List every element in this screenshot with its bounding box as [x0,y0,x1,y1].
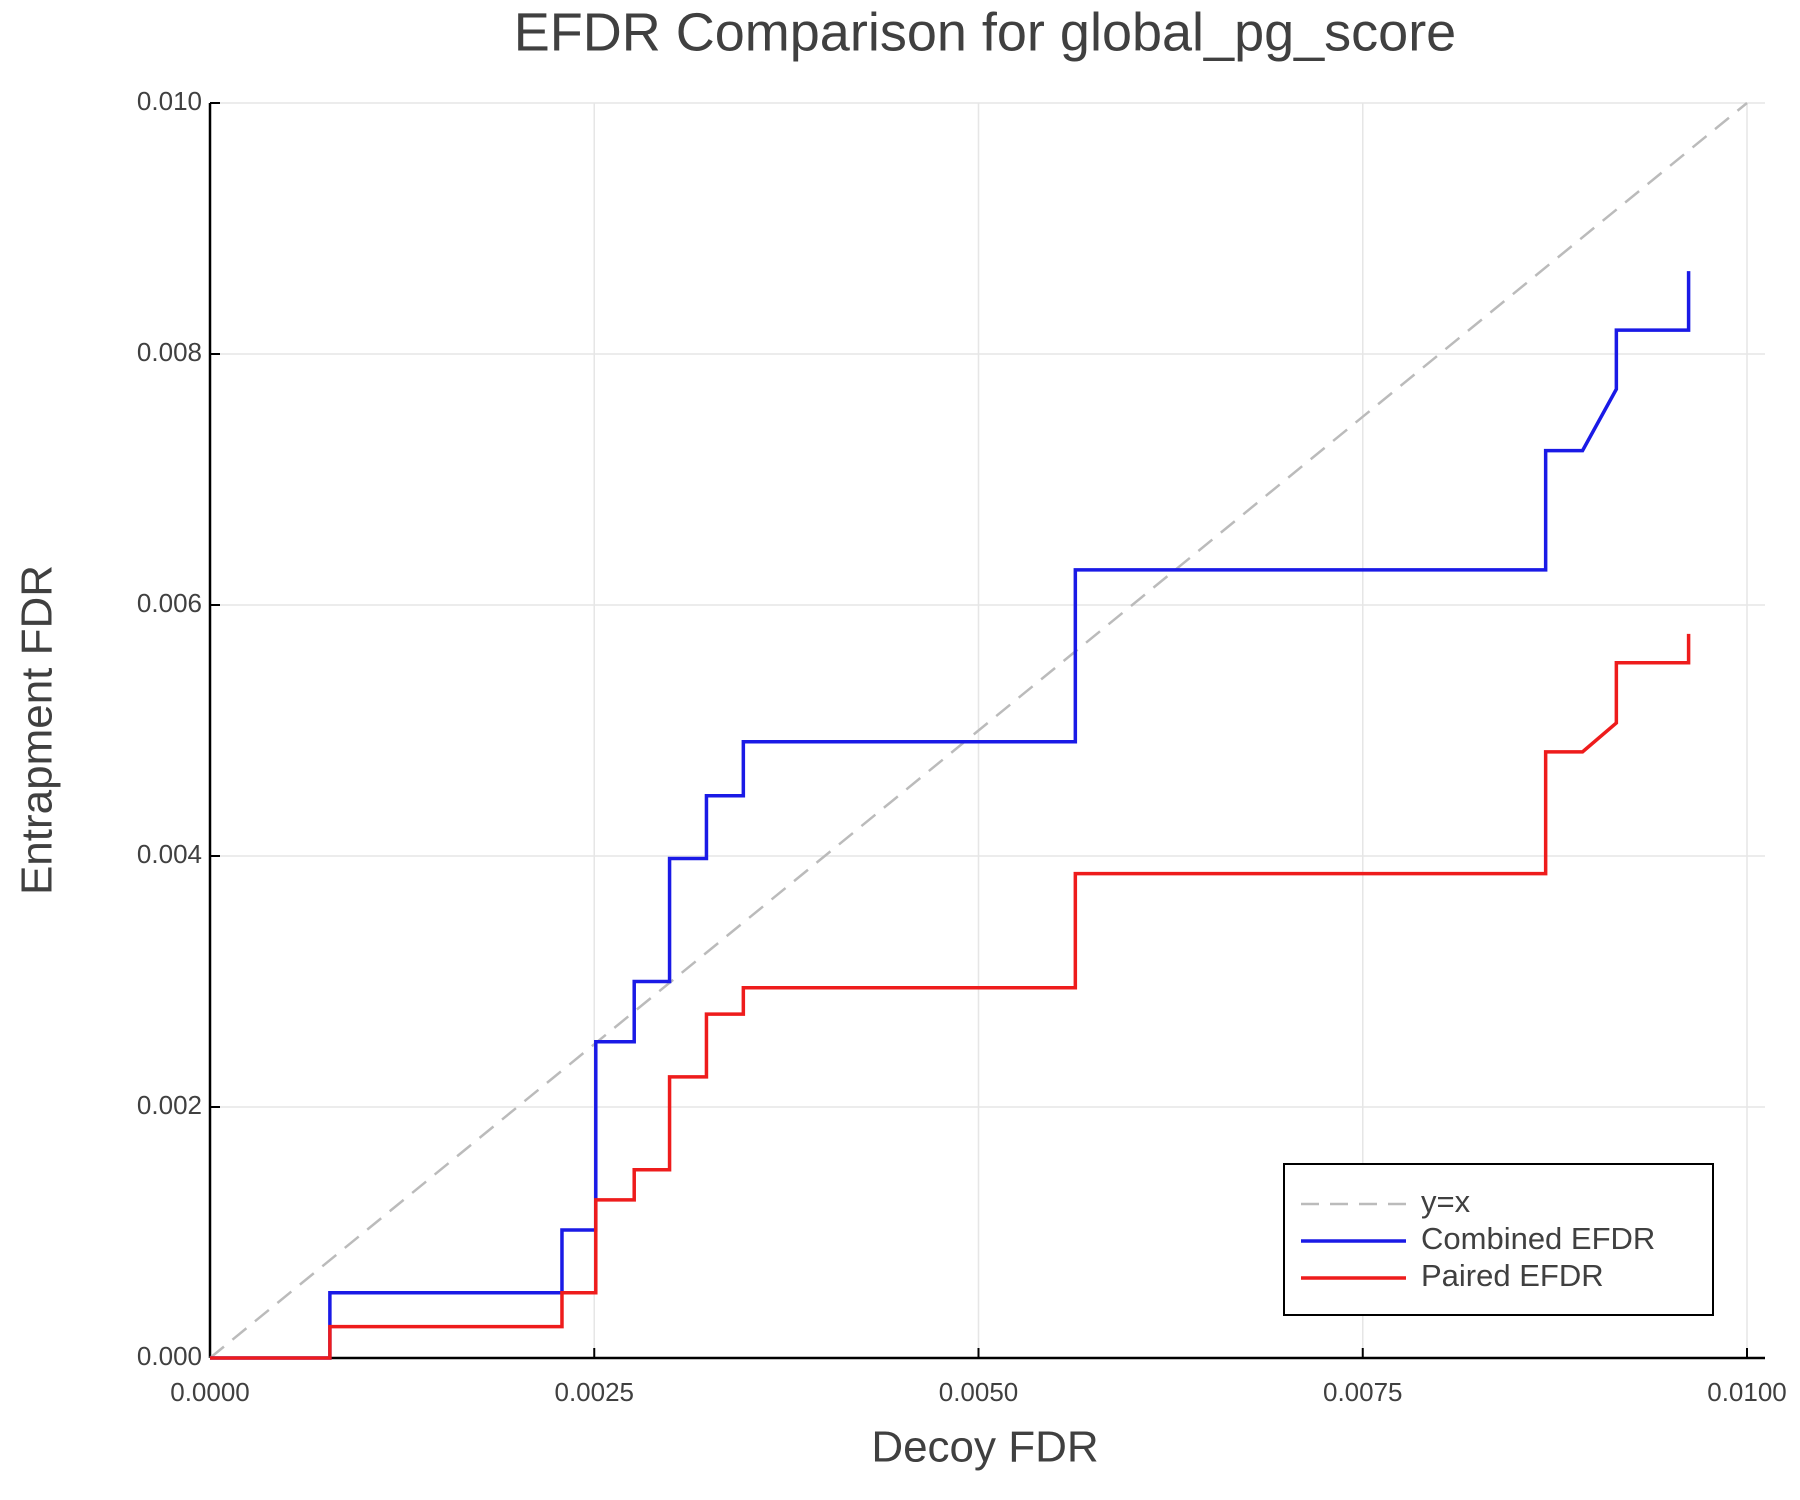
legend-label: y=x [1421,1184,1471,1219]
x-tick-label: 0.0050 [939,1377,1019,1407]
series-line [210,633,1691,1360]
legend-label: Combined EFDR [1421,1221,1655,1256]
y-tick-label: 0.000 [137,1341,202,1371]
x-tick-label: 0.0000 [170,1377,250,1407]
x-tick-label: 0.0025 [554,1377,634,1407]
series-line [210,271,1691,1360]
y-tick-label: 0.010 [137,86,202,116]
chart-title: EFDR Comparison for global_pg_score [514,2,1456,62]
legend-label: Paired EFDR [1421,1258,1604,1293]
y-tick-label: 0.002 [137,1090,202,1120]
y-tick-label: 0.008 [137,337,202,367]
x-tick-label: 0.0100 [1707,1377,1787,1407]
y-tick-label: 0.004 [137,839,202,869]
x-axis-label: Decoy FDR [871,1423,1098,1472]
series-line [209,102,1748,1359]
x-tick-label: 0.0075 [1323,1377,1403,1407]
y-tick-label: 0.006 [137,588,202,618]
y-axis-label: Entrapment FDR [13,565,62,895]
